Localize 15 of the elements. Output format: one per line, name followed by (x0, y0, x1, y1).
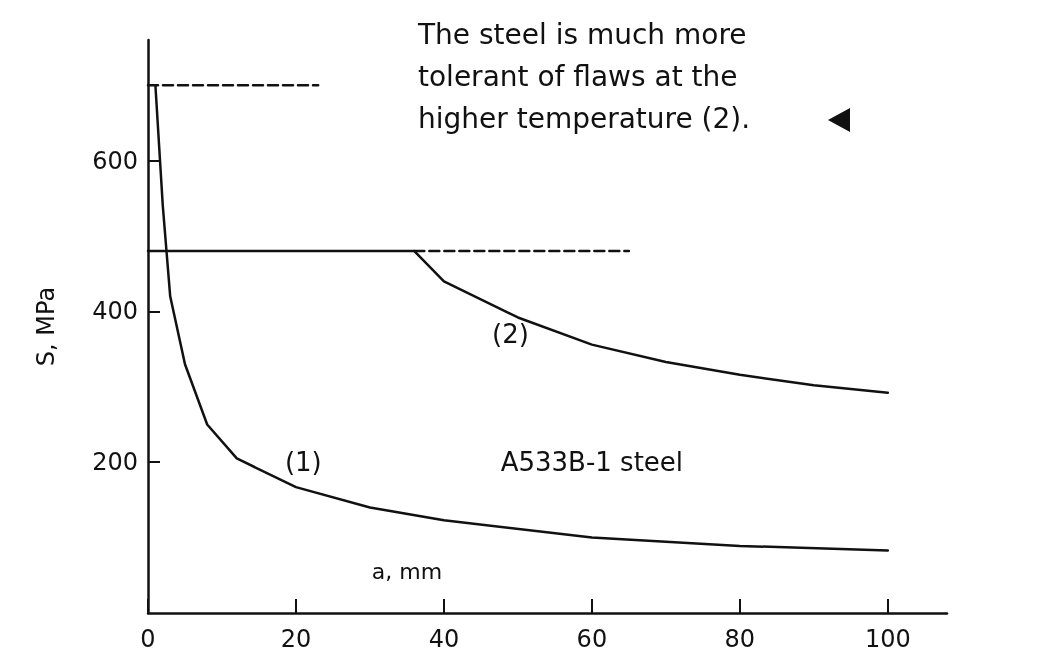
annotation: A533B-1 steel (500, 447, 684, 478)
x-tick-label: 100 (864, 625, 911, 653)
annotation: (1) (284, 447, 322, 478)
x-tick-label: 40 (428, 625, 460, 653)
x-axis-title: a, mm (371, 559, 443, 585)
x-tick-label: 20 (280, 625, 312, 653)
annotation: The steel is much more tolerant of flaws at the higher temperature (2). (418, 17, 752, 137)
y-tick-label: 600 (92, 146, 138, 175)
x-tick-label: 0 (140, 625, 156, 653)
y-tick-label: 200 (92, 448, 138, 477)
y-axis-title: S, MPa (32, 286, 60, 367)
y-tick-label: 400 (92, 297, 138, 326)
annotation: (2) (492, 319, 529, 350)
x-tick-label: 80 (724, 625, 756, 653)
x-tick-label: 60 (576, 625, 608, 653)
